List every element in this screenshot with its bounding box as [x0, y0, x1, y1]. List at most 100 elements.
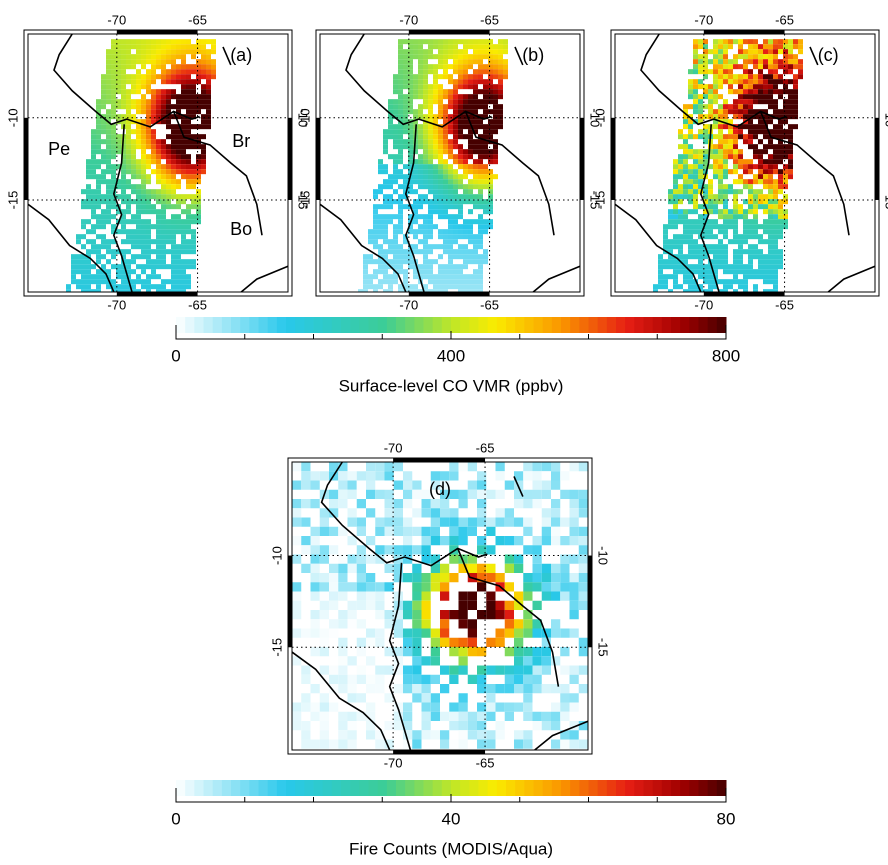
cell	[468, 169, 473, 175]
cell	[693, 89, 698, 95]
cell	[423, 69, 428, 75]
cell	[458, 591, 468, 601]
cell	[101, 89, 106, 95]
cell	[71, 279, 76, 285]
cell	[111, 74, 116, 80]
cell	[111, 169, 116, 175]
cell	[718, 109, 723, 115]
cell	[418, 164, 423, 170]
cell	[493, 69, 498, 75]
cell	[373, 229, 378, 235]
cell	[673, 209, 678, 215]
cell	[678, 164, 683, 170]
cell	[467, 591, 477, 601]
cell	[768, 164, 773, 170]
cell	[718, 44, 723, 50]
cell	[171, 234, 176, 240]
cell	[412, 674, 422, 684]
cell	[181, 44, 186, 50]
cell	[151, 189, 156, 195]
cell	[738, 159, 743, 165]
cell	[141, 104, 146, 110]
cell	[166, 179, 171, 185]
cell	[126, 49, 131, 55]
cell	[176, 154, 181, 160]
cell	[504, 684, 514, 694]
cell	[310, 610, 320, 620]
cell	[186, 74, 191, 80]
cell	[683, 119, 688, 125]
cell	[383, 184, 388, 190]
cell	[418, 214, 423, 220]
cell	[773, 39, 778, 45]
cell	[86, 184, 91, 190]
cell	[733, 169, 738, 175]
cell	[196, 44, 201, 50]
cell	[763, 194, 768, 200]
cell	[368, 279, 373, 285]
cell	[413, 219, 418, 225]
cell	[718, 264, 723, 270]
cell	[453, 104, 458, 110]
cell	[753, 209, 758, 215]
cell	[723, 54, 728, 60]
cell	[486, 730, 496, 740]
cell	[753, 174, 758, 180]
cell	[768, 74, 773, 80]
colorbar-swatch	[286, 317, 296, 333]
cell	[713, 124, 718, 130]
cell	[473, 149, 478, 155]
cell	[423, 79, 428, 85]
cell	[478, 254, 483, 260]
cell	[473, 239, 478, 245]
cell	[116, 209, 121, 215]
cell	[141, 59, 146, 65]
cell	[161, 199, 166, 205]
cell	[688, 264, 693, 270]
cell	[201, 134, 206, 140]
cell	[356, 674, 366, 684]
cell	[398, 194, 403, 200]
cell	[176, 54, 181, 60]
cell	[378, 224, 383, 230]
colorbar-swatch	[478, 780, 489, 796]
cell	[443, 244, 448, 250]
cell	[423, 64, 428, 70]
cell	[718, 94, 723, 100]
cell	[398, 89, 403, 95]
cell	[453, 49, 458, 55]
cell	[440, 489, 450, 499]
cell	[161, 189, 166, 195]
cell	[111, 59, 116, 65]
cell	[206, 104, 211, 110]
cell	[412, 526, 422, 536]
cell	[748, 99, 753, 105]
cell	[418, 184, 423, 190]
cell	[176, 244, 181, 250]
cell	[151, 79, 156, 85]
cell	[412, 600, 422, 610]
cell	[483, 54, 488, 60]
colorbar-swatch	[396, 317, 406, 333]
cell	[329, 619, 339, 629]
colorbar-tick-label: 40	[442, 809, 461, 828]
cell	[186, 214, 191, 220]
cell	[393, 591, 403, 601]
cell	[440, 563, 450, 573]
cell	[753, 59, 758, 65]
cell	[683, 259, 688, 265]
cell	[473, 94, 478, 100]
colorbar-swatch	[212, 780, 223, 796]
cell	[171, 244, 176, 250]
cell	[403, 499, 413, 509]
cell	[388, 114, 393, 120]
cell	[463, 124, 468, 130]
cell	[96, 104, 101, 110]
cell	[503, 69, 508, 75]
cell	[171, 184, 176, 190]
cell	[156, 289, 161, 292]
cell	[96, 179, 101, 185]
cell	[768, 169, 773, 175]
cell	[668, 199, 673, 205]
cell	[443, 89, 448, 95]
